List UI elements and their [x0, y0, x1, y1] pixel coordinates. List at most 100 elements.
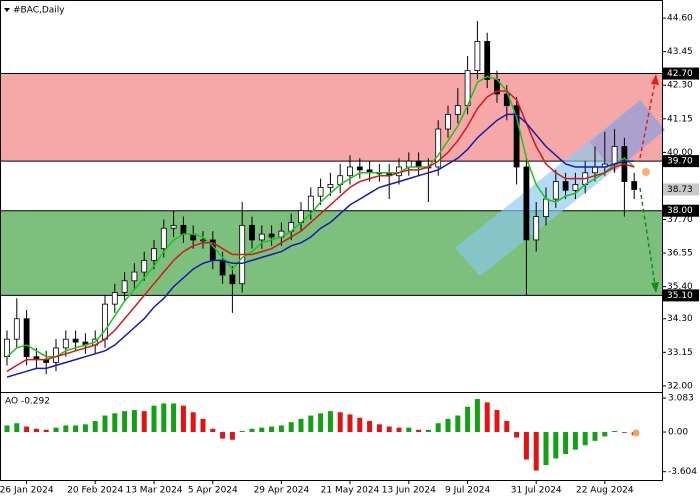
- candle-body: [631, 181, 638, 190]
- candle-body: [435, 128, 442, 168]
- candle-body: [141, 259, 148, 273]
- ao-bar: [122, 411, 128, 433]
- level-label-box: [663, 67, 699, 80]
- ao-bar: [582, 432, 588, 446]
- ao-bar: [131, 410, 137, 433]
- ao-bar: [220, 432, 226, 439]
- x-tick-label: 22 Aug 2024: [576, 486, 634, 496]
- ao-bar: [269, 426, 275, 433]
- ao-bar: [161, 403, 167, 433]
- ao-bar: [327, 411, 333, 433]
- candle-body: [200, 239, 206, 242]
- ao-bar: [504, 421, 510, 433]
- ao-bar: [4, 425, 10, 433]
- candle-body: [160, 227, 167, 250]
- marker: [632, 429, 640, 437]
- candle-body: [552, 181, 559, 200]
- menu-icon: [4, 8, 10, 12]
- y-tick-label: 40.00: [667, 148, 693, 158]
- y-tick-label: 37.70: [667, 215, 693, 225]
- y-tick-label: 42.30: [667, 81, 693, 91]
- level-label-box: [663, 155, 699, 168]
- axes: 44.60 43.45 42.30 41.15 40.00 37.70 36.55 35.40…: [0, 14, 699, 496]
- ao-bar: [82, 424, 88, 433]
- zone: [0, 73, 662, 162]
- moving-average: [6, 90, 635, 372]
- candle-body: [23, 318, 30, 358]
- up-arrow: [639, 81, 656, 159]
- ao-bar: [406, 427, 412, 433]
- ao-bar: [298, 418, 304, 433]
- ao-bar: [24, 426, 30, 433]
- candle-body: [170, 224, 177, 229]
- moving-average: [6, 75, 635, 358]
- ao-bar: [435, 423, 441, 433]
- level-label: 39.70: [667, 157, 693, 167]
- ao-bar: [239, 430, 245, 433]
- x-tick-label: 26 Jan 2024: [0, 486, 54, 496]
- candle-body: [151, 248, 157, 261]
- candle-body: [454, 105, 461, 115]
- candle-body: [356, 166, 363, 171]
- candle-body: [131, 271, 138, 282]
- ao-bar: [445, 418, 451, 433]
- ao-bar: [367, 421, 373, 433]
- candle-body: [445, 114, 451, 130]
- candle-body: [484, 41, 491, 80]
- ao-tick-label: 3.083: [668, 394, 694, 404]
- ao-bar: [229, 432, 235, 440]
- trend-channel-top: [590, 100, 665, 172]
- ao-bar: [523, 432, 529, 460]
- x-tick-label: 9 Jul 2024: [445, 486, 490, 496]
- ao-bar: [278, 425, 284, 433]
- ao-bar: [190, 412, 196, 433]
- ao-frame: [0, 392, 663, 481]
- candle-body: [4, 338, 10, 358]
- ao-bar: [572, 432, 578, 450]
- moving-average: [6, 113, 635, 378]
- x-tick-label: 13 Jun 2024: [382, 486, 436, 496]
- annotations: [455, 100, 665, 276]
- zones: [0, 73, 662, 296]
- y-tick-label: 32.00: [667, 381, 693, 391]
- ao-bar: [612, 430, 618, 433]
- ao-bar: [53, 427, 59, 433]
- ao-bar: [425, 429, 431, 433]
- indicator-title: AO -0.292: [5, 397, 50, 407]
- down-arrow-head: [651, 282, 659, 293]
- ao-bar: [92, 421, 98, 433]
- ao-bar: [288, 422, 294, 433]
- ao-bar: [151, 405, 157, 433]
- ao-bar: [563, 432, 569, 455]
- candle-body: [572, 184, 579, 191]
- marker: [642, 168, 650, 176]
- candle-body: [102, 303, 108, 340]
- ao-bar: [102, 415, 108, 433]
- ao-bar: [376, 424, 382, 433]
- ao-bar: [514, 432, 520, 438]
- candle-body: [405, 160, 412, 168]
- candle-body: [611, 146, 618, 165]
- ao-bar: [553, 432, 559, 459]
- ao-bar: [396, 427, 402, 433]
- ao-bar: [33, 428, 39, 433]
- candle-body: [268, 233, 275, 238]
- x-tick-label: 21 May 2024: [321, 486, 380, 496]
- candle-body: [307, 195, 314, 212]
- y-tick-label: 34.30: [667, 314, 693, 324]
- ao-bar: [484, 402, 490, 433]
- ao-bar: [112, 413, 118, 433]
- ao-bar: [592, 432, 598, 441]
- candle-body: [258, 233, 265, 241]
- x-tick-label: 31 Jul 2024: [511, 486, 562, 496]
- ao-bar: [465, 406, 471, 433]
- down-arrow: [639, 187, 656, 286]
- ao-bar: [63, 425, 69, 433]
- last-price-box: [663, 183, 699, 196]
- candle-body: [317, 186, 324, 197]
- candle-body: [327, 184, 334, 188]
- up-arrow-head: [651, 74, 659, 85]
- candle-body: [415, 160, 422, 168]
- candle-body: [219, 259, 226, 276]
